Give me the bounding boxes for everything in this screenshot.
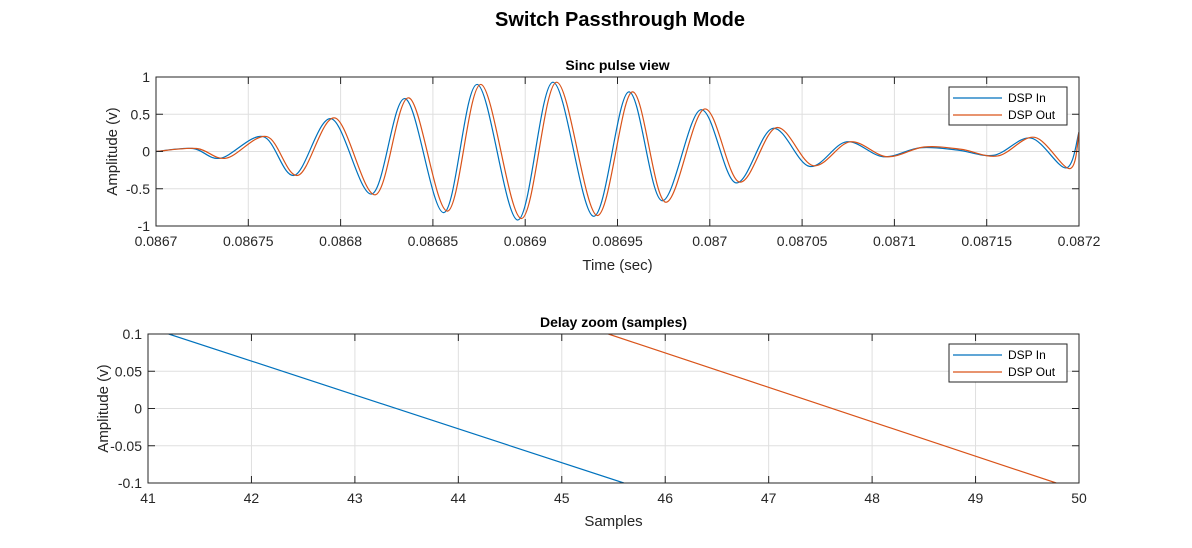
y-tick-label: 0 [142, 144, 150, 160]
x-tick-label: 41 [140, 490, 156, 506]
x-tick-label: 0.08695 [592, 233, 643, 249]
legend-box [948, 343, 1068, 383]
legend-label: DSP In [1008, 348, 1046, 362]
x-tick-label: 0.08705 [777, 233, 828, 249]
x-tick-label: 0.08685 [408, 233, 459, 249]
y-tick-label: 0.05 [115, 363, 142, 379]
y-tick-label: -0.1 [118, 475, 142, 491]
x-tick-label: 0.0871 [873, 233, 916, 249]
x-tick-label: 0.0868 [319, 233, 362, 249]
x-tick-label: 49 [968, 490, 984, 506]
x-tick-label: 43 [347, 490, 363, 506]
legend-label: DSP In [1008, 91, 1046, 105]
x-tick-label: 0.0867 [135, 233, 178, 249]
series-line-dsp-in [168, 334, 625, 483]
chart-1: 0.0867 0.08675 0.0868 0.08685 0.0869 0.08695 0… [104, 57, 1101, 274]
y-axis-label: Amplitude (v) [104, 107, 121, 195]
x-tick-label: 50 [1071, 490, 1087, 506]
legend: DSP In DSP Out [948, 343, 1068, 383]
x-tick-label: 0.087 [692, 233, 727, 249]
y-tick-label: -0.05 [110, 438, 142, 454]
y-tick-label: 0.5 [131, 106, 151, 122]
x-tick-label: 0.0869 [504, 233, 547, 249]
x-axis-label: Time (sec) [582, 257, 652, 274]
chart-title: Sinc pulse view [565, 57, 669, 73]
legend-label: DSP Out [1008, 365, 1056, 379]
chart-title: Delay zoom (samples) [540, 314, 687, 330]
x-tick-label: 0.0872 [1058, 233, 1101, 249]
x-tick-label: 0.08715 [961, 233, 1012, 249]
legend-label: DSP Out [1008, 108, 1056, 122]
x-tick-label: 44 [451, 490, 467, 506]
figure-title: Switch Passthrough Mode [495, 9, 745, 31]
x-tick-label: 42 [244, 490, 260, 506]
x-tick-label: 48 [864, 490, 880, 506]
chart-2: 41 42 43 44 45 46 47 48 49 50 -0.1 -0.05 0 0.05 0.1 Del… [95, 314, 1087, 530]
x-tick-label: 46 [657, 490, 673, 506]
x-tick-label: 0.08675 [223, 233, 274, 249]
legend: DSP In DSP Out [948, 86, 1068, 126]
y-tick-label: -0.5 [126, 181, 150, 197]
y-axis-label: Amplitude (v) [95, 364, 112, 452]
y-tick-label: 0 [134, 401, 142, 417]
x-tick-label: 47 [761, 490, 777, 506]
x-axis-label: Samples [584, 513, 642, 530]
y-tick-label: 1 [142, 69, 150, 85]
series-line-dsp-out [608, 334, 1057, 483]
y-tick-label: -1 [138, 218, 151, 234]
y-tick-label: 0.1 [123, 326, 143, 342]
series-line-dsp-out [156, 81, 1079, 220]
x-tick-label: 45 [554, 490, 570, 506]
legend-box [948, 86, 1068, 126]
